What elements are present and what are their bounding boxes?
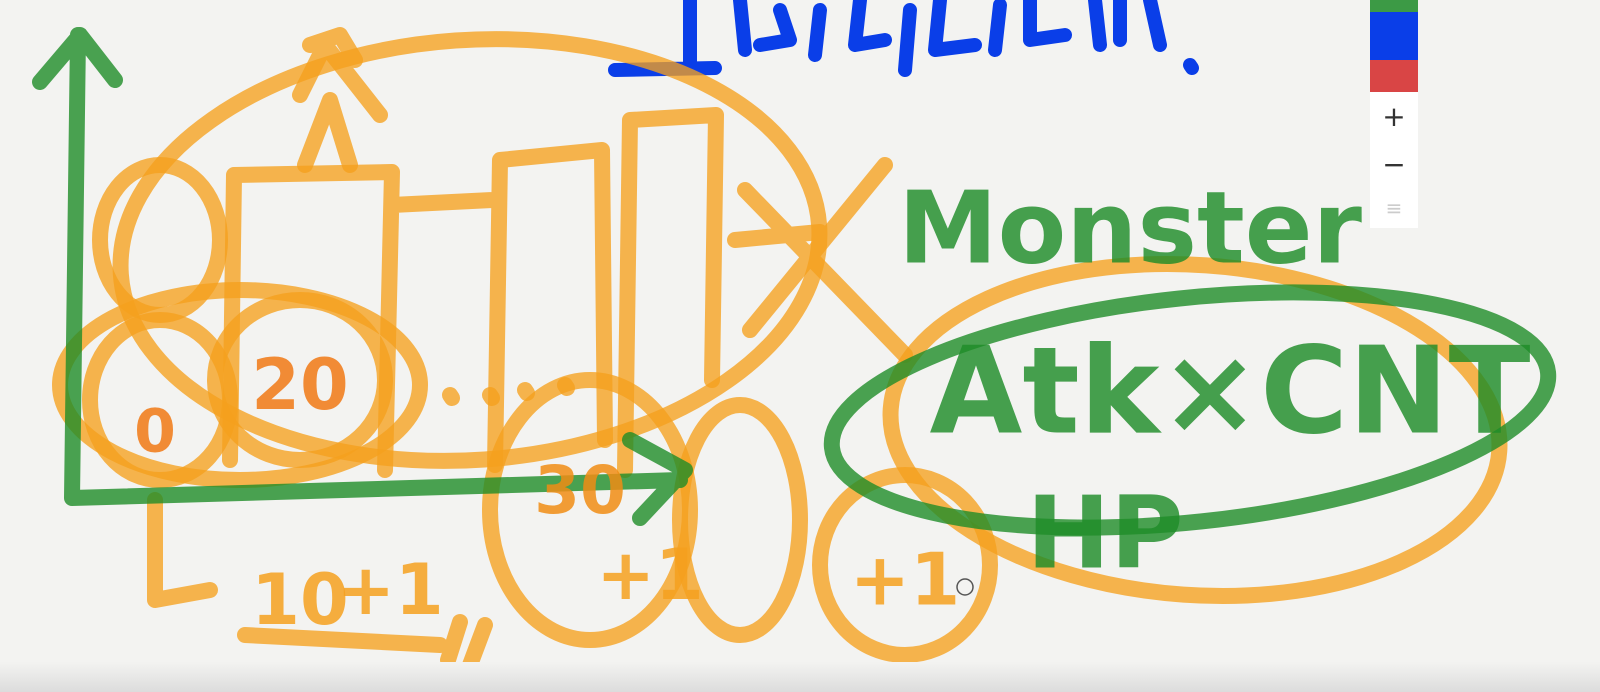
orange-circle (52, 282, 428, 488)
handle[interactable]: ≡ (1370, 188, 1418, 228)
handwritten-label: +1 (850, 538, 960, 622)
handwritten-label: 30 (534, 452, 626, 529)
handwritten-label: Monster (898, 169, 1363, 286)
orange-circle (92, 157, 228, 323)
orange-bars (222, 107, 724, 478)
handwritten-label: +1 (596, 534, 703, 616)
cursor (956, 578, 974, 596)
orange-arrow (292, 27, 388, 173)
orange-circle (672, 397, 808, 643)
handwritten-label: 20 (251, 344, 348, 426)
bottom-shade (0, 662, 1600, 692)
zoom-out[interactable]: − (1370, 140, 1418, 188)
handwritten-label: 0 (134, 397, 176, 467)
handwritten-label: 10 (251, 559, 348, 641)
green-axis (32, 27, 693, 526)
blue-stroke (608, 0, 1199, 77)
green-ellipse (823, 284, 1557, 536)
toolbar: + − ≡ (1370, 0, 1418, 228)
orange-x (727, 157, 913, 363)
orange-circle (482, 372, 698, 648)
zoom-in[interactable]: + (1370, 92, 1418, 140)
color-blue[interactable] (1370, 12, 1418, 60)
orange-ellipse (882, 256, 1508, 604)
handwritten-label: HP (1027, 474, 1184, 591)
orange-bracket (147, 377, 575, 673)
color-red[interactable] (1370, 60, 1418, 92)
orange-circle (207, 292, 393, 468)
color-green[interactable] (1370, 0, 1418, 12)
handwritten-label: +1 (336, 549, 443, 631)
handwritten-label: Atk×CNT (930, 323, 1531, 462)
